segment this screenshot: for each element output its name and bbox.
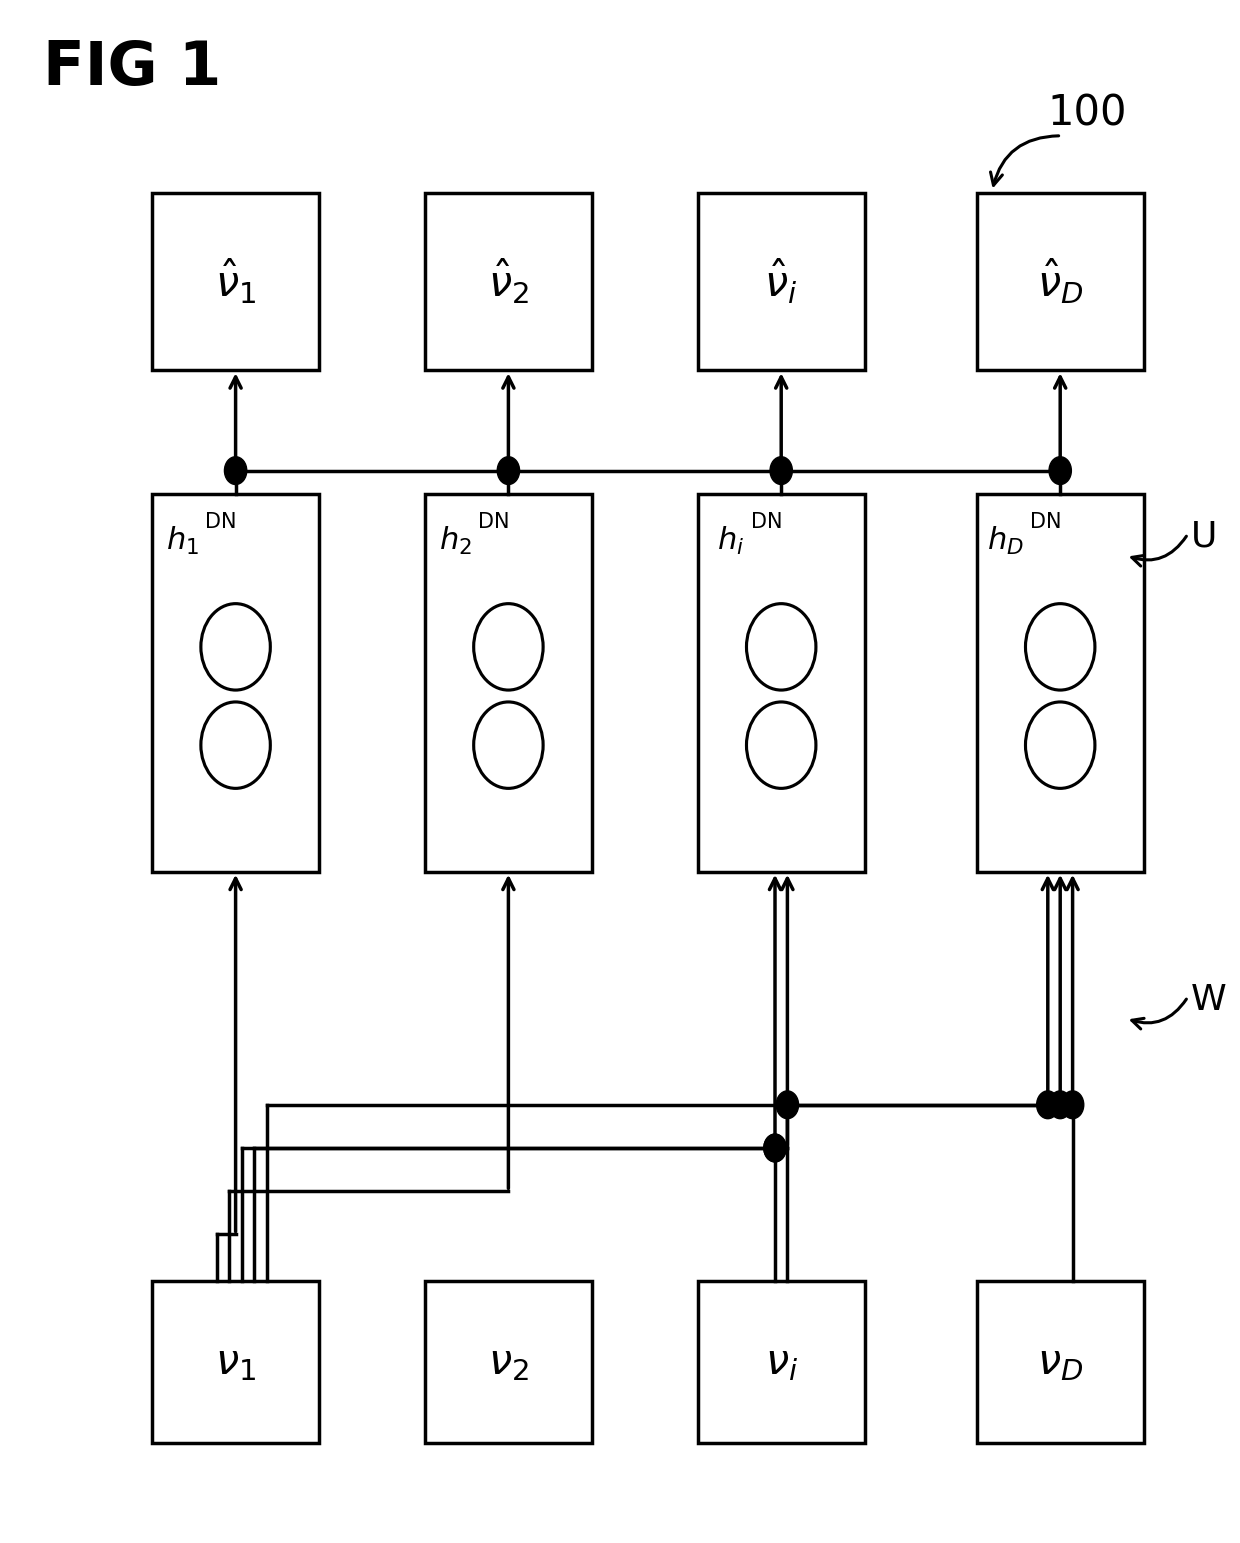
Circle shape: [770, 457, 792, 485]
Text: $\nu_D$: $\nu_D$: [1037, 1341, 1084, 1383]
Text: $\nu_i$: $\nu_i$: [765, 1341, 797, 1383]
Circle shape: [1061, 1091, 1084, 1119]
Text: FIG 1: FIG 1: [43, 39, 222, 97]
Bar: [977, 494, 1145, 872]
Bar: [424, 1281, 593, 1443]
Bar: [424, 193, 593, 370]
Bar: [977, 1281, 1145, 1443]
Bar: [977, 193, 1145, 370]
Circle shape: [764, 1134, 786, 1162]
Text: $\nu_2$: $\nu_2$: [489, 1341, 528, 1383]
Bar: [151, 494, 320, 872]
Text: $\nu_1$: $\nu_1$: [215, 1341, 257, 1383]
Text: $\hat{\nu}_1$: $\hat{\nu}_1$: [215, 258, 257, 306]
Bar: [151, 193, 320, 370]
Circle shape: [1049, 1091, 1071, 1119]
Bar: [697, 193, 866, 370]
Bar: [697, 1281, 866, 1443]
Bar: [697, 494, 866, 872]
Text: W: W: [1190, 983, 1226, 1017]
Text: $h_1$: $h_1$: [166, 525, 198, 557]
Text: $\hat{\nu}_D$: $\hat{\nu}_D$: [1037, 258, 1084, 306]
Text: DN: DN: [479, 512, 510, 532]
Bar: [424, 494, 593, 872]
Circle shape: [764, 1134, 786, 1162]
Circle shape: [1037, 1091, 1059, 1119]
Bar: [151, 1281, 320, 1443]
Text: $h_i$: $h_i$: [717, 525, 744, 557]
Text: 100: 100: [1048, 93, 1127, 134]
Text: DN: DN: [206, 512, 237, 532]
Text: $\hat{\nu}_i$: $\hat{\nu}_i$: [764, 258, 799, 306]
Circle shape: [776, 1091, 799, 1119]
Circle shape: [1049, 457, 1071, 485]
Text: $h_2$: $h_2$: [439, 525, 471, 557]
Circle shape: [497, 457, 520, 485]
Text: DN: DN: [1030, 512, 1061, 532]
Circle shape: [224, 457, 247, 485]
Text: DN: DN: [751, 512, 782, 532]
Text: $\hat{\nu}_2$: $\hat{\nu}_2$: [487, 258, 529, 306]
Text: $h_D$: $h_D$: [987, 525, 1023, 557]
Text: U: U: [1190, 520, 1216, 554]
